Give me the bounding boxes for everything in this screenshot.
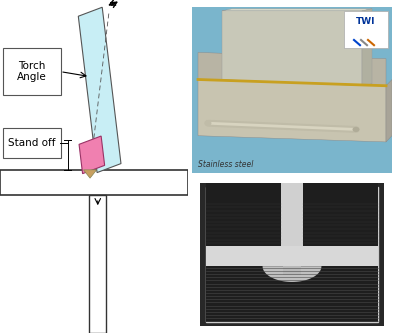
Polygon shape <box>78 7 121 172</box>
FancyBboxPatch shape <box>3 48 61 95</box>
Polygon shape <box>262 266 322 282</box>
Text: Stainless steel: Stainless steel <box>198 160 253 169</box>
Bar <box>89 195 106 333</box>
Bar <box>344 11 388 48</box>
Text: Stand off: Stand off <box>8 138 56 148</box>
Polygon shape <box>386 80 392 142</box>
Polygon shape <box>84 170 97 178</box>
Bar <box>281 183 303 246</box>
Bar <box>283 266 301 275</box>
Polygon shape <box>362 9 372 86</box>
Polygon shape <box>198 52 386 86</box>
Polygon shape <box>222 9 372 11</box>
FancyBboxPatch shape <box>3 128 61 158</box>
Bar <box>206 266 378 322</box>
Polygon shape <box>79 136 105 173</box>
Bar <box>303 183 378 246</box>
Ellipse shape <box>352 127 360 132</box>
Bar <box>0 170 188 195</box>
Polygon shape <box>198 80 386 142</box>
Text: Torch
Angle: Torch Angle <box>17 61 47 82</box>
Polygon shape <box>222 11 362 86</box>
Ellipse shape <box>204 121 212 126</box>
Bar <box>206 183 281 246</box>
Text: TWI: TWI <box>356 17 376 26</box>
Bar <box>206 246 378 266</box>
